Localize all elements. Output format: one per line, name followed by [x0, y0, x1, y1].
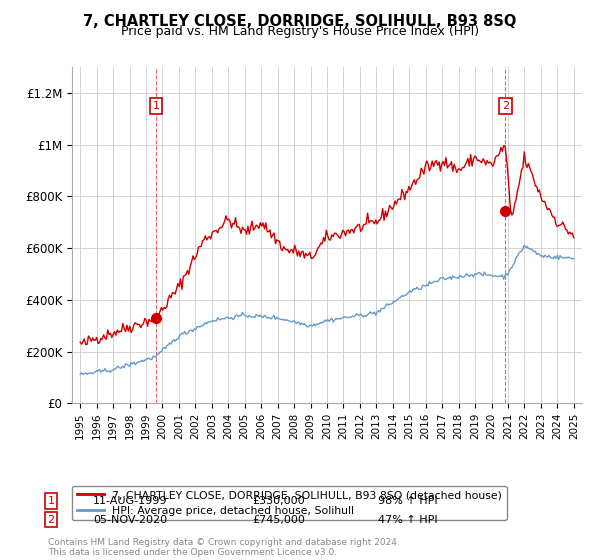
Text: 1: 1 [152, 101, 160, 111]
Text: Price paid vs. HM Land Registry's House Price Index (HPI): Price paid vs. HM Land Registry's House … [121, 25, 479, 38]
Text: £745,000: £745,000 [252, 515, 305, 525]
Text: 47% ↑ HPI: 47% ↑ HPI [378, 515, 437, 525]
Text: 1: 1 [47, 496, 55, 506]
Legend: 7, CHARTLEY CLOSE, DORRIDGE, SOLIHULL, B93 8SQ (detached house), HPI: Average pr: 7, CHARTLEY CLOSE, DORRIDGE, SOLIHULL, B… [73, 486, 506, 520]
Text: 2: 2 [47, 515, 55, 525]
Text: 11-AUG-1999: 11-AUG-1999 [93, 496, 167, 506]
Text: 7, CHARTLEY CLOSE, DORRIDGE, SOLIHULL, B93 8SQ: 7, CHARTLEY CLOSE, DORRIDGE, SOLIHULL, B… [83, 14, 517, 29]
Text: 2: 2 [502, 101, 509, 111]
Text: 98% ↑ HPI: 98% ↑ HPI [378, 496, 437, 506]
Text: Contains HM Land Registry data © Crown copyright and database right 2024.
This d: Contains HM Land Registry data © Crown c… [48, 538, 400, 557]
Text: 05-NOV-2020: 05-NOV-2020 [93, 515, 167, 525]
Text: £330,000: £330,000 [252, 496, 305, 506]
